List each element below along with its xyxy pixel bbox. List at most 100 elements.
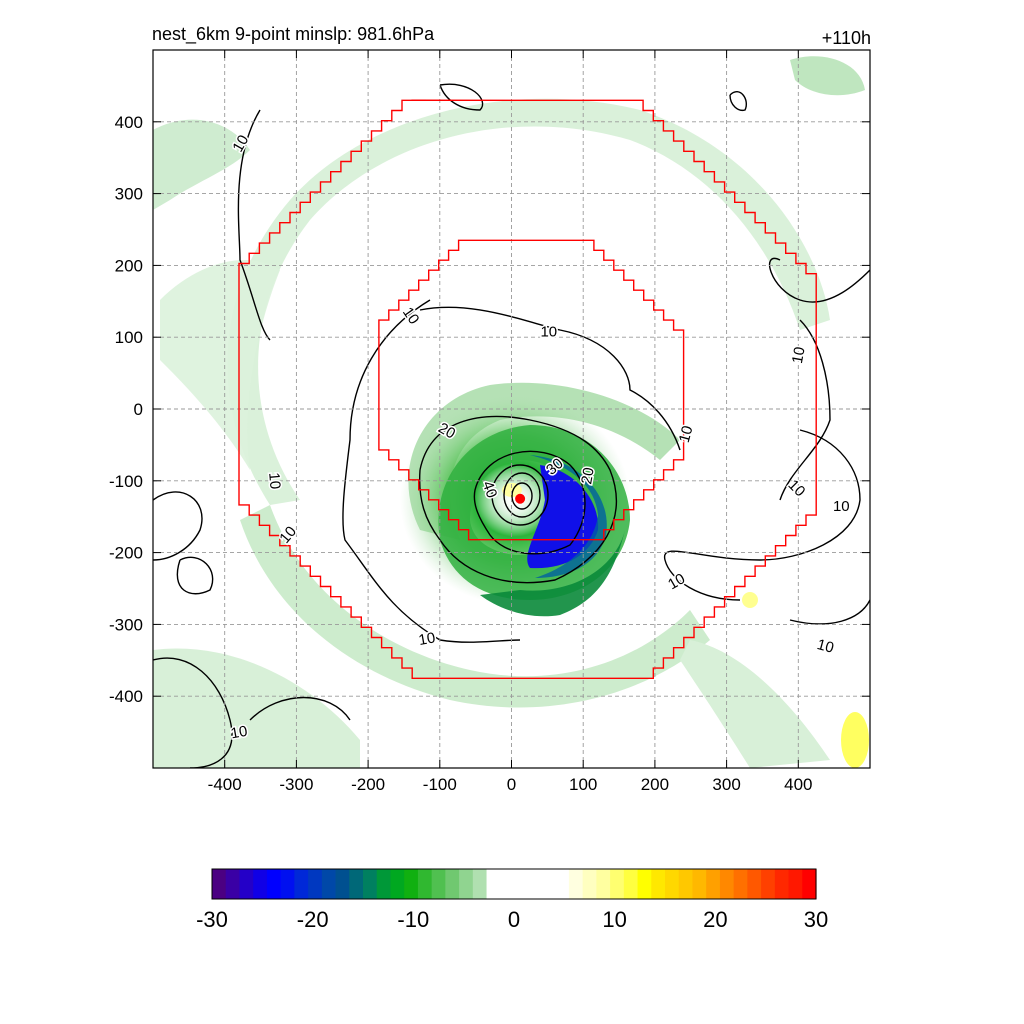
colorbar-swatch [733, 869, 748, 899]
x-tick-label: 200 [641, 775, 669, 794]
storm-center-marker [515, 493, 526, 504]
colorbar-swatch [404, 869, 419, 899]
colorbar-swatch [335, 869, 350, 899]
colorbar-swatch [459, 869, 474, 899]
contour-10-nw-small [439, 83, 484, 111]
colorbar-tick-label: 30 [804, 907, 828, 932]
y-tick-label: 300 [115, 185, 143, 204]
colorbar-swatch [500, 869, 515, 899]
colorbar-swatch [596, 869, 611, 899]
y-tick-label: -200 [109, 544, 143, 563]
colorbar-swatch [774, 869, 790, 899]
colorbar-tick-label: -20 [297, 907, 329, 932]
colorbar-tick-labels: -30 -20 -10 0 10 20 30 [196, 907, 828, 932]
contour-label: 10 [417, 629, 436, 649]
colorbar-swatch [321, 869, 337, 899]
contour-40 [491, 464, 549, 526]
grid [153, 50, 870, 768]
y-tick-label: 100 [115, 328, 143, 347]
colorbar-tick-label: 20 [703, 907, 727, 932]
contour-label: 10 [833, 498, 850, 515]
contour-10-east [769, 257, 870, 303]
nest-boundary [238, 99, 817, 679]
colorbar-swatch [390, 869, 405, 899]
contour-label: 20 [578, 466, 598, 485]
nest-boundaries [238, 99, 817, 679]
y-tick-label: 0 [134, 400, 143, 419]
colorbar [211, 868, 817, 900]
y-tick-label: -400 [109, 687, 143, 706]
colorbar-swatch [788, 869, 803, 899]
contour-10-west-low [153, 491, 203, 561]
colorbar-swatch [349, 869, 364, 899]
ne-patch [790, 56, 865, 96]
colorbar-swatch [706, 869, 721, 899]
x-tick-label: -400 [208, 775, 242, 794]
colorbar-tick-label: -30 [196, 907, 228, 932]
yellow-patch-se [841, 712, 869, 768]
nest-boundary [378, 239, 685, 541]
contour-50 [503, 472, 541, 518]
contour-label: 10 [265, 472, 283, 490]
x-tick-label: 300 [712, 775, 740, 794]
colorbar-tick-label: 10 [602, 907, 626, 932]
colorbar-swatch [308, 869, 323, 899]
y-tick-label: -300 [109, 615, 143, 634]
colorbar-swatch [761, 869, 776, 899]
colorbar-swatch [280, 869, 295, 899]
time-label: +110h [822, 28, 871, 48]
core-dark-green [480, 530, 625, 617]
shaded-field [153, 56, 869, 768]
colorbar-swatch [445, 869, 460, 899]
nw-band [153, 119, 250, 210]
x-tick-label: 0 [507, 775, 516, 794]
colorbar-swatch [610, 869, 625, 899]
colorbar-swatch [486, 869, 501, 899]
colorbar-swatch [527, 869, 543, 899]
colorbar-swatch [472, 869, 488, 899]
contour-label: 10 [676, 424, 697, 445]
contour-10-inner [342, 299, 521, 643]
colorbar-swatch [417, 869, 433, 899]
contour-10-ne [729, 91, 747, 112]
colorbar-swatch [514, 869, 529, 899]
colorbar-swatch [637, 869, 652, 899]
contour-10-e-mid [779, 319, 831, 501]
colorbar-swatch [582, 869, 597, 899]
contour-10-south [249, 696, 351, 721]
x-tick-label: 100 [569, 775, 597, 794]
contour-10-sw-mid [176, 556, 214, 595]
colorbar-swatch [719, 869, 735, 899]
y-tick-label: -100 [109, 472, 143, 491]
colorbar-swatch [623, 869, 639, 899]
contour-label: 10 [540, 323, 557, 340]
colorbar-swatch [692, 869, 707, 899]
colorbar-swatch [568, 869, 584, 899]
y-axis: 400 300 200 100 0 -100 -200 -300 -400 [109, 113, 870, 706]
x-tick-label: 400 [784, 775, 812, 794]
colorbar-swatch [651, 869, 666, 899]
contour-label: 10 [789, 346, 809, 365]
core-blue [527, 465, 599, 569]
colorbar-swatch [802, 869, 817, 899]
contour-60 [511, 482, 533, 510]
contour-10-south-east [789, 599, 870, 625]
colorbar-swatch [376, 869, 392, 899]
colorbar-swatch [239, 869, 254, 899]
chart-title: nest_6km 9-point minslp: 981.6hPa [152, 24, 435, 45]
colorbar-swatch [294, 869, 309, 899]
colorbar-swatch [225, 869, 241, 899]
colorbar-tick-label: 0 [508, 907, 520, 932]
x-tick-label: -100 [423, 775, 457, 794]
y-tick-label: 400 [115, 113, 143, 132]
se-band [680, 640, 830, 768]
x-tick-label: -300 [279, 775, 313, 794]
colorbar-swatch [253, 869, 268, 899]
contour-label: 10 [815, 636, 836, 657]
colorbar-swatch [678, 869, 694, 899]
x-tick-label: -200 [351, 775, 385, 794]
yellow-patch-core [502, 483, 522, 497]
colorbar-swatch [266, 869, 282, 899]
colorbar-swatch [541, 869, 556, 899]
